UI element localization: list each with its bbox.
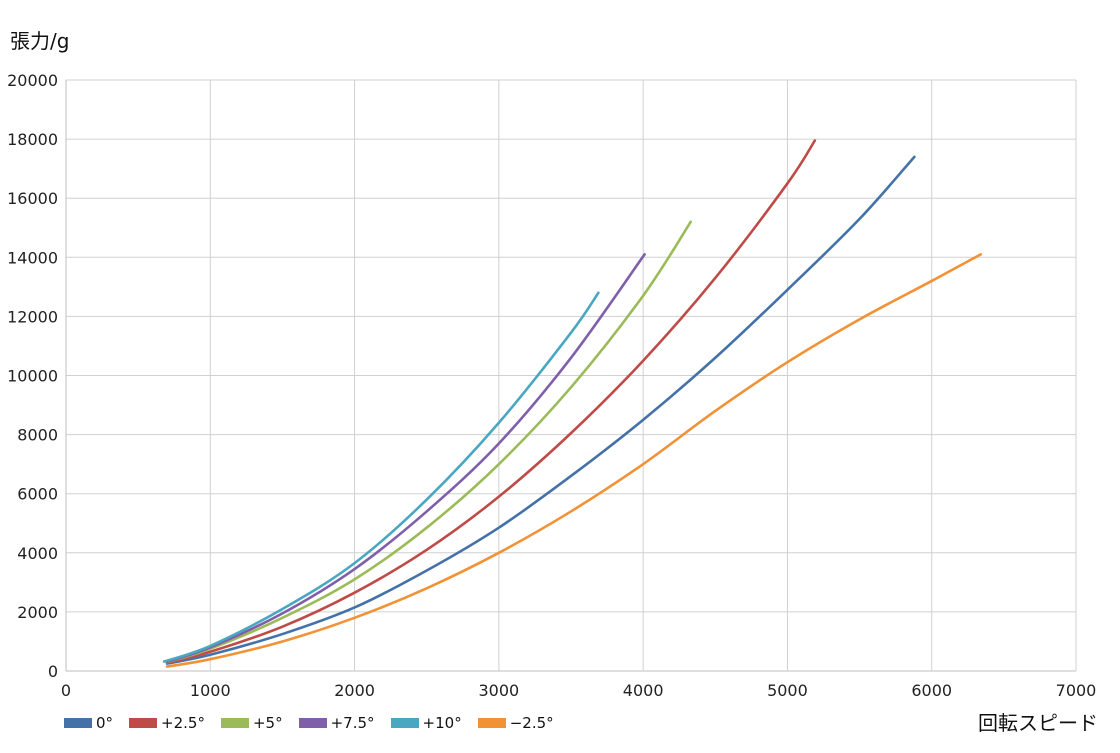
legend: 0° +2.5° +5° +7.5° +10° −2.5° bbox=[64, 714, 570, 732]
x-axis-title: 回転スピード bbox=[978, 711, 1098, 735]
legend-item: 0° bbox=[64, 714, 113, 732]
y-tick-label: 12000 bbox=[7, 307, 58, 326]
legend-swatch bbox=[129, 718, 158, 728]
legend-swatch bbox=[298, 718, 327, 728]
x-tick-label: 6000 bbox=[911, 681, 952, 700]
x-tick-labels: 0 1000 2000 3000 4000 5000 6000 7000 bbox=[61, 681, 1096, 700]
legend-label: +5° bbox=[252, 714, 283, 732]
y-axis-title: 張力/g bbox=[10, 29, 69, 53]
y-tick-label: 4000 bbox=[17, 544, 58, 563]
legend-item: +2.5° bbox=[129, 714, 205, 732]
y-tick-label: 8000 bbox=[17, 426, 58, 445]
series-line bbox=[165, 220, 693, 664]
legend-swatch bbox=[220, 718, 249, 728]
x-tick-label: 4000 bbox=[623, 681, 664, 700]
y-tick-label: 10000 bbox=[7, 367, 58, 386]
grid-lines bbox=[65, 79, 1077, 672]
legend-swatch bbox=[390, 718, 419, 728]
legend-item: +10° bbox=[390, 714, 462, 732]
legend-item: −2.5° bbox=[477, 714, 554, 732]
legend-swatch bbox=[477, 718, 506, 728]
legend-label: 0° bbox=[96, 714, 114, 732]
x-tick-label: 0 bbox=[61, 681, 71, 700]
series-line bbox=[162, 291, 600, 663]
y-tick-label: 16000 bbox=[7, 189, 58, 208]
legend-item: +5° bbox=[220, 714, 283, 732]
y-tick-label: 20000 bbox=[7, 71, 58, 90]
y-tick-label: 18000 bbox=[7, 130, 58, 149]
legend-label: +7.5° bbox=[330, 714, 375, 732]
series-line bbox=[165, 139, 817, 665]
series-line bbox=[165, 253, 983, 668]
series-line bbox=[165, 155, 916, 665]
x-tick-label: 2000 bbox=[334, 681, 375, 700]
y-tick-label: 6000 bbox=[17, 485, 58, 504]
legend-label: +10° bbox=[422, 714, 462, 732]
x-tick-label: 5000 bbox=[767, 681, 808, 700]
legend-label: +2.5° bbox=[161, 714, 205, 732]
x-tick-label: 1000 bbox=[190, 681, 231, 700]
legend-swatch bbox=[64, 718, 92, 728]
y-tick-label: 14000 bbox=[7, 248, 58, 267]
y-tick-labels: 0 2000 4000 6000 8000 10000 12000 14000 16000 180… bbox=[7, 71, 58, 681]
x-tick-label: 3000 bbox=[478, 681, 519, 700]
y-tick-label: 0 bbox=[48, 662, 58, 681]
x-tick-label: 7000 bbox=[1056, 681, 1097, 700]
series-line bbox=[165, 253, 646, 664]
y-tick-label: 2000 bbox=[17, 603, 58, 622]
legend-label: −2.5° bbox=[509, 714, 554, 732]
legend-item: +7.5° bbox=[298, 714, 375, 732]
series-lines bbox=[162, 139, 983, 668]
